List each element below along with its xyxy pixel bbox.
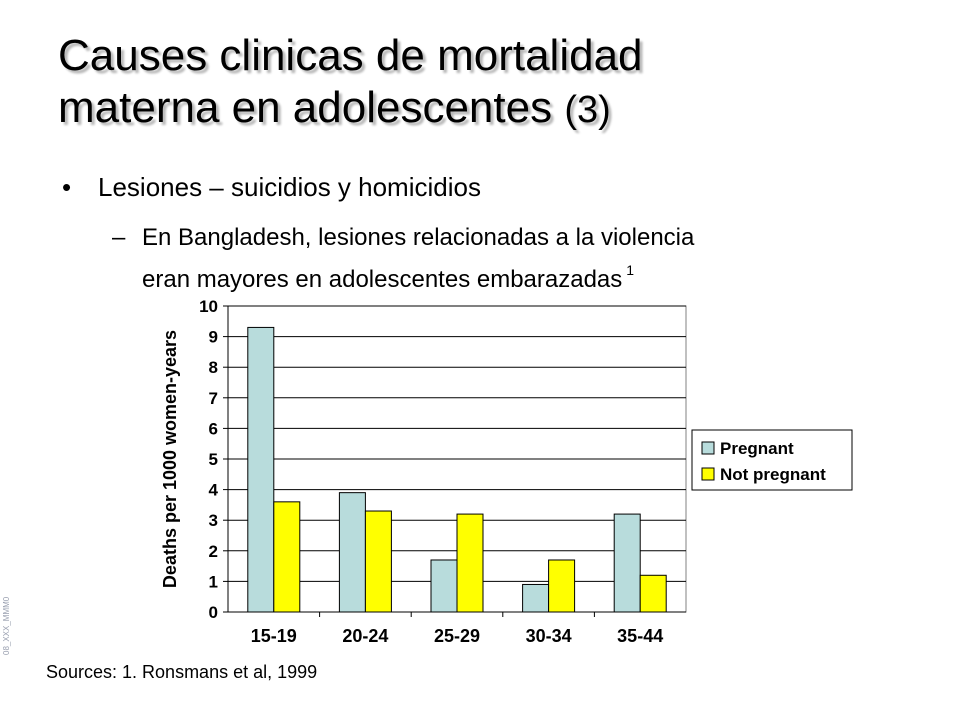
sub-bullet-dash: – [112, 224, 126, 251]
x-tick-label: 15-19 [251, 626, 297, 646]
bar-pregnant [338, 492, 366, 613]
bar-not-pregnant [364, 510, 392, 613]
bar-not-pregnant [639, 574, 667, 613]
bar-pregnant [522, 583, 550, 613]
legend-swatch [701, 441, 715, 455]
x-tick-label: 35-44 [617, 626, 663, 646]
bar-pregnant [430, 559, 458, 613]
side-code: 08_XXX_MMM0 [2, 596, 11, 655]
sub-bullet: – En Bangladesh, lesiones relacionadas a… [112, 222, 912, 296]
y-tick-label: 9 [209, 328, 218, 347]
title-line-1: Causes clinicas de mortalidad [58, 31, 643, 80]
bar-not-pregnant [548, 559, 576, 613]
y-axis-label: Deaths per 1000 women-years [160, 330, 180, 588]
y-tick-label: 10 [199, 297, 218, 316]
bar-pregnant [613, 513, 641, 613]
x-tick-label: 25-29 [434, 626, 480, 646]
y-tick-label: 1 [209, 572, 218, 591]
x-tick-label: 20-24 [342, 626, 388, 646]
bullet-point: • Lesiones – suicidios y homicidios [62, 170, 481, 204]
legend-box [691, 429, 853, 491]
legend-label: Not pregnant [720, 465, 826, 484]
y-tick-label: 8 [209, 358, 218, 377]
legend-swatch [701, 467, 715, 481]
y-tick-label: 7 [209, 389, 218, 408]
bullet-dot-icon: • [62, 172, 72, 202]
sources-note: Sources: 1. Ronsmans et al, 1999 [46, 662, 318, 682]
bullet-text: Lesiones – suicidios y homicidios [98, 172, 481, 202]
sub-bullet-line-2: eran mayores en adolescentes embarazadas… [142, 254, 912, 296]
bar-not-pregnant [273, 501, 301, 613]
slide-title: Causes clinicas de mortalidad materna en… [58, 30, 938, 136]
y-tick-label: 5 [209, 450, 218, 469]
y-tick-label: 0 [209, 603, 218, 622]
y-tick-label: 3 [209, 511, 218, 530]
y-tick-label: 4 [209, 481, 219, 500]
footnote-ref: 1 [626, 262, 635, 278]
y-tick-label: 2 [209, 542, 218, 561]
bar-not-pregnant [456, 513, 484, 613]
sub-bullet-line-2-text: eran mayores en adolescentes embarazadas [142, 266, 623, 293]
title-line-2-text: materna en adolescentes [58, 83, 553, 132]
x-tick-label: 30-34 [526, 626, 572, 646]
title-line-2: materna en adolescentes (3) [58, 82, 938, 136]
y-tick-label: 6 [209, 419, 218, 438]
bar-pregnant [247, 326, 275, 613]
legend-label: Pregnant [720, 439, 794, 458]
sub-bullet-line-1: En Bangladesh, lesiones relacionadas a l… [142, 224, 695, 251]
title-suffix: (3) [564, 89, 611, 131]
